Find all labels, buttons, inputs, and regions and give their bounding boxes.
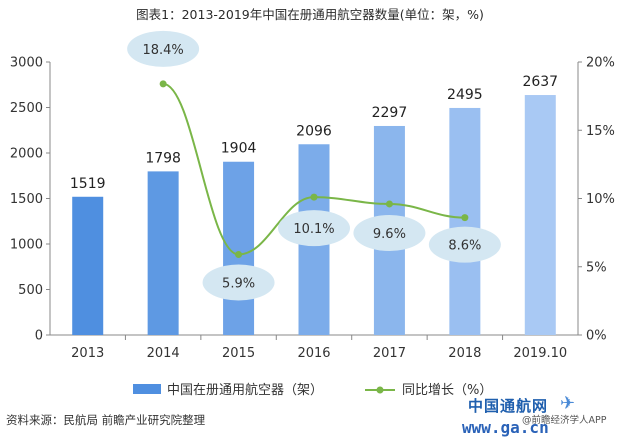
legend-bar-swatch: [133, 384, 161, 394]
growth-point: [310, 193, 318, 201]
right-tick-label: 20%: [586, 56, 615, 71]
left-tick-label: 3000: [10, 56, 43, 71]
bar: [147, 171, 179, 335]
growth-label-bubble: [127, 30, 200, 67]
bar: [72, 196, 104, 335]
growth-value-label: 10.1%: [293, 222, 334, 237]
left-tick-label: 2000: [10, 147, 43, 162]
x-tick-label: 2018: [448, 346, 481, 361]
x-tick-label: 2014: [147, 346, 180, 361]
right-tick-label: 15%: [586, 124, 615, 139]
bar-value-label: 2637: [522, 74, 558, 90]
left-tick-label: 1500: [10, 192, 43, 207]
growth-point: [235, 250, 243, 258]
bar-value-label: 2495: [447, 87, 483, 103]
growth-line: [162, 82, 465, 256]
legend-line-label: 同比增长（%）: [402, 383, 492, 398]
chart-title: 图表1：2013-2019年中国在册通用航空器数量(单位：架，%): [136, 7, 484, 22]
bar: [449, 107, 481, 335]
growth-point: [385, 200, 393, 208]
bar-value-label: 1904: [221, 141, 257, 157]
right-tick-label: 10%: [586, 192, 615, 207]
legend-bar-label: 中国在册通用航空器（架）: [167, 382, 323, 398]
source-note: 资料来源：民航局 前瞻产业研究院整理: [6, 413, 206, 427]
growth-label-bubble: [353, 214, 426, 251]
watermark-subtext: @前瞻经济学人APP: [522, 415, 607, 426]
bar-value-label: 2096: [296, 123, 332, 139]
left-tick-label: 2500: [10, 101, 43, 116]
legend-line-marker: [376, 386, 384, 394]
bar-value-label: 2297: [372, 105, 408, 121]
airplane-icon: ✈: [560, 393, 576, 414]
growth-label-bubble: [278, 210, 350, 247]
x-tick-label: 2016: [297, 346, 330, 361]
growth-label-bubble: [428, 226, 501, 263]
growth-point: [461, 214, 469, 222]
bar-value-label: 1519: [70, 176, 106, 192]
x-tick-label: 2013: [71, 346, 104, 361]
x-tick-label: 2019.10: [513, 346, 567, 361]
growth-value-label: 5.9%: [222, 276, 255, 291]
growth-value-label: 18.4%: [142, 43, 183, 58]
left-tick-label: 500: [18, 283, 43, 298]
growth-value-label: 8.6%: [448, 239, 481, 254]
right-tick-label: 0%: [586, 329, 607, 344]
x-tick-label: 2017: [373, 346, 406, 361]
growth-point: [159, 80, 167, 88]
left-tick-label: 0: [35, 329, 43, 344]
bar-value-label: 1798: [145, 150, 181, 166]
watermark-logo-text: 中国通航网: [468, 397, 549, 415]
x-tick-label: 2015: [222, 346, 255, 361]
growth-label-bubble: [202, 264, 275, 301]
watermark-url: www.ga.cn: [462, 418, 549, 437]
right-tick-label: 5%: [586, 260, 607, 275]
bar: [524, 95, 556, 336]
left-tick-label: 1000: [10, 238, 43, 253]
growth-value-label: 9.6%: [373, 227, 406, 242]
